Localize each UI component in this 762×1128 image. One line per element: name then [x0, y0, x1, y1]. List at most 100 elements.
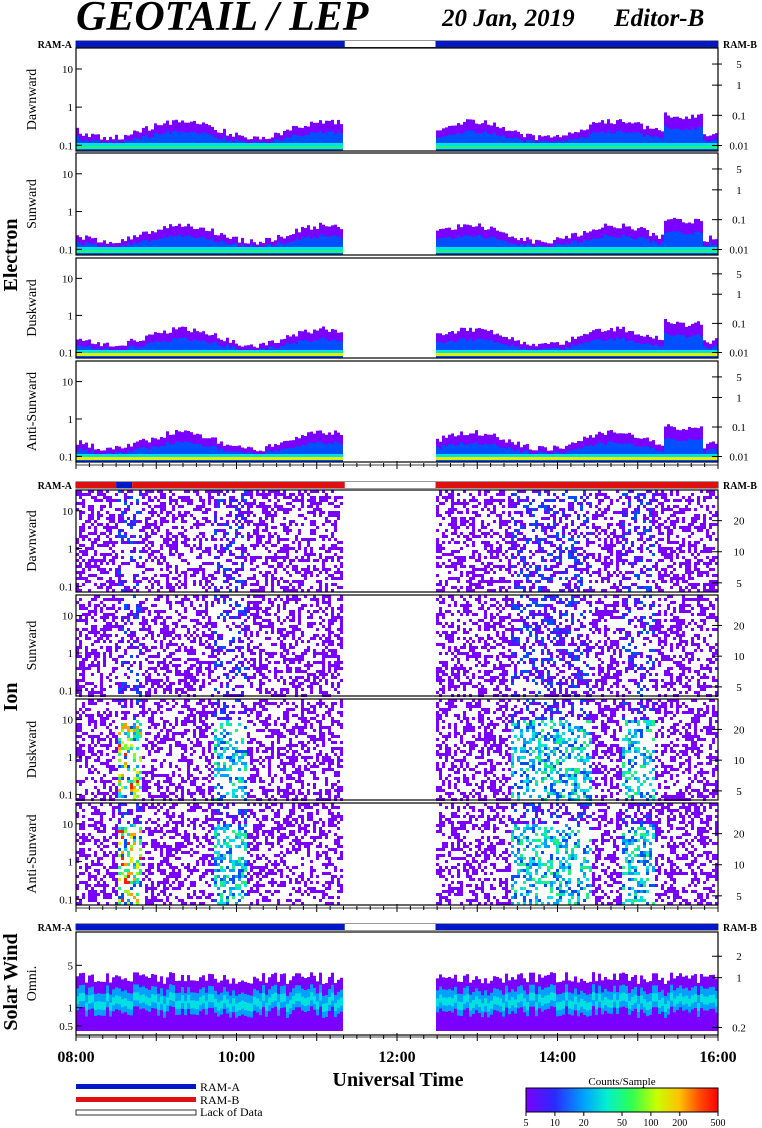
colorbar-tick-label: 50 — [617, 1118, 627, 1128]
right-tick-label: 1 — [736, 973, 742, 985]
left-tick-label: 1 — [68, 1003, 74, 1015]
right-tick-label: 5 — [736, 372, 742, 384]
panel-label: Duskward — [25, 279, 40, 337]
panel-frame — [75, 47, 719, 152]
status-label-left: RAM-A — [38, 923, 73, 934]
group-label: Ion — [0, 683, 22, 712]
right-tick-label: 5 — [736, 269, 742, 281]
panel-sunward: Sunward 10 1 0.1 20 10 5 — [25, 594, 746, 697]
left-tick-label: 0.1 — [59, 685, 73, 697]
panel-label: Anti-Sunward — [25, 372, 40, 451]
right-tick-label: 5 — [736, 786, 742, 798]
colorbar-gradient — [525, 1087, 719, 1113]
right-tick-label: 1 — [736, 80, 742, 92]
right-tick-label: 5 — [736, 59, 742, 71]
panel-label: Sunward — [25, 179, 40, 229]
right-tick-label: 2 — [736, 951, 742, 963]
right-tick-label: 5 — [736, 164, 742, 176]
x-tick-label: 08:00 — [57, 1049, 94, 1066]
left-tick-label: 5 — [68, 960, 74, 972]
legend-label-ram-b: RAM-B — [200, 1093, 239, 1107]
legend-swatch-ram-b — [76, 1097, 196, 1102]
spectrogram — [76, 318, 718, 358]
panel-dawnward: Dawnward 10 1 0.1 20 10 5 — [25, 489, 745, 593]
right-tick-label: 10 — [734, 651, 746, 663]
status-segment-ram_a — [76, 924, 345, 930]
x-axis-title: Universal Time — [333, 1069, 464, 1091]
x-tick-label: 14:00 — [539, 1049, 576, 1066]
left-tick-label: 1 — [68, 544, 74, 556]
spectrogram — [76, 972, 718, 1031]
status-segment-ram_a — [435, 41, 718, 47]
right-tick-label: 0.01 — [729, 140, 748, 152]
editor-label: Editor-B — [613, 5, 704, 32]
figure-title: GEOTAIL / LEP — [76, 0, 369, 40]
colorbar-tick-label: 100 — [643, 1118, 658, 1128]
legend: RAM-A RAM-B Lack of Data — [75, 1080, 263, 1119]
panel-sunward: Sunward 10 1 0.1 5 1 0.1 0.01 — [25, 152, 749, 257]
panel-label: Omni. — [25, 966, 40, 1001]
group-label: Electron — [0, 219, 22, 292]
left-tick-label: 10 — [62, 377, 74, 389]
right-tick-label: 0.1 — [732, 422, 746, 434]
time-tick-stripe — [75, 461, 719, 469]
panel-frame — [75, 257, 719, 359]
right-tick-label: 1 — [736, 185, 742, 197]
left-tick-label: 10 — [62, 506, 74, 518]
status-bar — [75, 40, 719, 48]
colorbar-tick-label: 20 — [579, 1118, 589, 1128]
right-tick-label: 1 — [736, 393, 742, 405]
left-tick-label: 0.1 — [59, 451, 73, 463]
panel-omni-: Omni. 5 1 0.5 2 1 0.2 — [25, 931, 746, 1036]
status-bar — [75, 481, 719, 489]
status-segment-ram_b — [435, 482, 718, 488]
spectrogram — [76, 803, 718, 905]
group-label: Solar Wind — [0, 933, 22, 1030]
status-segment-ram_a — [76, 41, 345, 47]
right-tick-label: 0.1 — [732, 318, 746, 330]
group-labels-layer: Electron Ion Solar Wind — [0, 219, 22, 1031]
status-segment-lack — [344, 924, 436, 930]
time-tick-stripe — [75, 1033, 719, 1041]
legend-swatch-lack — [75, 1109, 197, 1116]
panel-anti-sunward: Anti-Sunward 10 1 0.1 5 1 0.1 0.01 — [25, 360, 749, 464]
status-bar — [75, 923, 719, 931]
legend-label-ram-a: RAM-A — [200, 1080, 240, 1094]
x-tick-label: 12:00 — [378, 1049, 415, 1066]
right-tick-label: 0.01 — [729, 452, 748, 464]
status-label-right: RAM-B — [723, 923, 757, 934]
right-tick-label: 0.01 — [729, 245, 748, 257]
colorbar-title: Counts/Sample — [588, 1076, 655, 1088]
date-label: 20 Jan, 2019 — [441, 5, 575, 32]
colorbar-tick-label: 500 — [711, 1118, 726, 1128]
right-tick-label: 20 — [734, 724, 746, 736]
left-tick-label: 1 — [68, 414, 74, 426]
status-segment-ram_a — [116, 482, 133, 488]
legend-swatch-ram-a — [76, 1084, 196, 1089]
panel-duskward: Duskward 10 1 0.1 20 10 5 — [25, 698, 746, 801]
right-tick-label: 0.01 — [729, 348, 748, 360]
right-tick-label: 10 — [734, 755, 746, 767]
left-tick-label: 0.1 — [59, 140, 73, 152]
panel-label: Anti-Sunward — [25, 814, 40, 893]
left-tick-label: 10 — [62, 64, 74, 76]
panel-frame — [75, 594, 719, 697]
left-tick-label: 10 — [62, 819, 74, 831]
right-tick-label: 0.1 — [732, 215, 746, 227]
right-tick-label: 0.2 — [732, 1022, 746, 1034]
panel-label: Sunward — [25, 621, 40, 671]
left-tick-label: 1 — [68, 648, 74, 660]
colorbar-tick-label: 10 — [550, 1118, 560, 1128]
status-segment-ram_b — [132, 482, 345, 488]
left-tick-label: 0.1 — [59, 581, 73, 593]
left-tick-label: 0.1 — [59, 789, 73, 801]
spectrogram — [76, 217, 718, 255]
status-segment-ram_a — [435, 924, 718, 930]
right-tick-label: 20 — [734, 620, 746, 632]
colorbar-ticks: 5 10 20 50 100 200 500 — [524, 1112, 726, 1128]
colorbar: Counts/Sample 5 10 20 50 100 200 500 — [524, 1076, 726, 1128]
left-tick-label: 10 — [62, 273, 74, 285]
